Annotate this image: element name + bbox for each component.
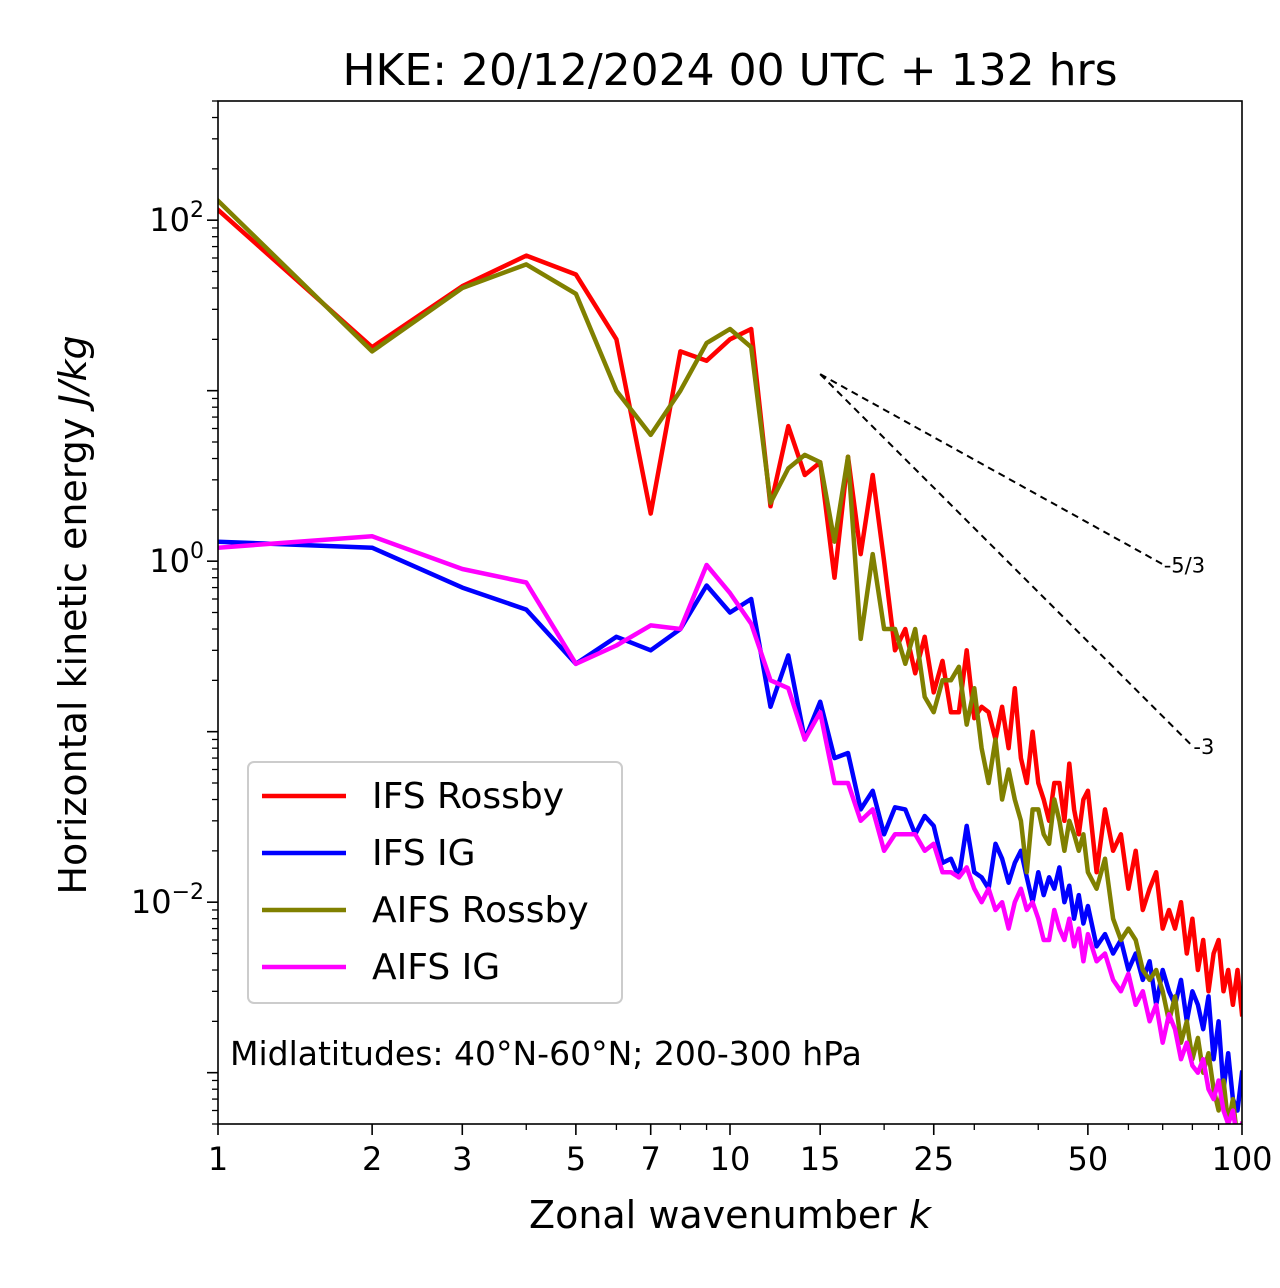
series-line-aifs-rossby [218,197,1242,1124]
x-axis-title: Zonal wavenumber k [529,1193,933,1237]
x-tick-label: 2 [362,1140,382,1178]
x-tick-label: 3 [452,1140,472,1178]
x-tick-label: 5 [566,1140,586,1178]
legend-items: IFS Rossby IFS IG AIFS Rossby AIFS IG [262,776,589,988]
x-tick-label: 10 [710,1140,751,1178]
region-annotation: Midlatitudes: 40°N-60°N; 200-300 hPa [230,1034,862,1073]
legend: IFS Rossby IFS IG AIFS Rossby AIFS IG [247,761,623,1004]
x-tick-label: 100 [1211,1140,1272,1178]
reference-slope-line-5-3 [819,373,1164,566]
series-layer [218,197,1242,1124]
x-tick-label: 25 [913,1140,954,1178]
series-line-ifs-rossby [218,206,1242,1017]
reference-slopes: -5/3 -3 [819,373,1214,759]
x-tick-label: 15 [800,1140,841,1178]
x-tick-label: 7 [641,1140,661,1178]
reference-slope-label: -3 [1193,735,1214,759]
y-tick-label: 10−2 [131,880,204,921]
reference-slope-line-3 [819,373,1194,747]
legend-frame [247,761,623,1004]
chart-title: HKE: 20/12/2024 00 UTC + 132 hrs [342,45,1117,96]
legend-label-ifs-rossby: IFS Rossby [372,776,564,817]
series-line-ifs-ig [218,539,1242,1113]
x-axis-ticks: 1 2 3 5 7 10 15 25 50 100 [208,1124,1273,1178]
x-tick-label: 50 [1068,1140,1109,1178]
y-tick-label: 102 [149,198,204,239]
legend-label-aifs-ig: AIFS IG [372,947,500,988]
legend-label-ifs-ig: IFS IG [372,833,476,874]
x-tick-label: 1 [208,1140,228,1178]
legend-label-aifs-rossby: AIFS Rossby [372,890,589,931]
series-line-aifs-ig [218,534,1242,1124]
y-axis-ticks: 102 100 10−2 [131,100,218,1125]
reference-slope-label: -5/3 [1164,553,1205,577]
y-tick-label: 100 [149,539,204,580]
y-axis-title: Horizontal kinetic energy J/kg [51,335,95,894]
